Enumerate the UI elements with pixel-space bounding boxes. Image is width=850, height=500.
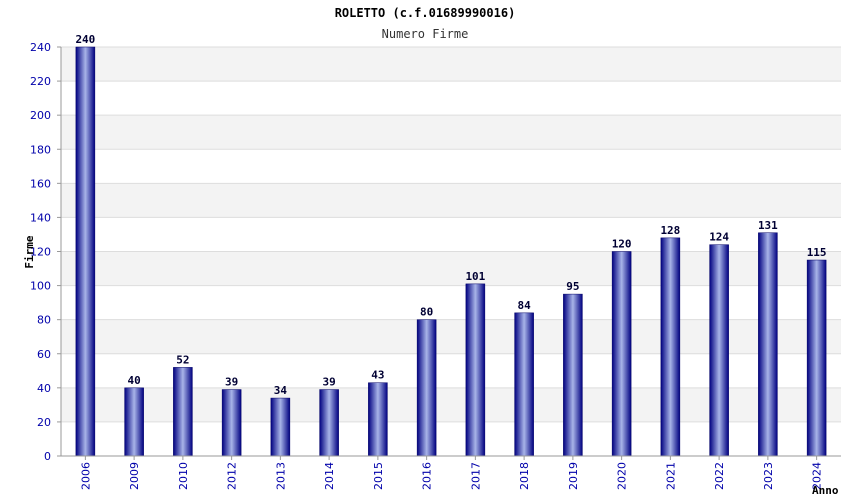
plot-band xyxy=(61,81,841,116)
value-label: 39 xyxy=(225,376,238,389)
value-label: 240 xyxy=(75,33,95,46)
bar xyxy=(758,232,778,457)
value-labels: 240 40 52 39 34 39 43 80 101 84 95 120 128 124 131 115 xyxy=(75,33,826,397)
value-label: 131 xyxy=(758,219,778,232)
value-label: 84 xyxy=(518,299,532,312)
bar xyxy=(124,387,144,457)
y-tick-label: 80 xyxy=(37,314,51,327)
bar xyxy=(660,237,681,457)
bar xyxy=(270,397,291,457)
value-label: 34 xyxy=(274,384,288,397)
y-tick-label: 0 xyxy=(44,450,51,463)
y-tick-label: 40 xyxy=(37,382,51,395)
x-tick-label: 2022 xyxy=(713,462,726,490)
bars xyxy=(75,46,827,457)
y-tick-label: 180 xyxy=(30,143,51,156)
plot-band xyxy=(61,47,841,82)
bar xyxy=(709,244,729,457)
x-tick-label: 2015 xyxy=(372,462,385,490)
plot-band xyxy=(61,115,841,150)
bar xyxy=(319,389,339,457)
value-label: 52 xyxy=(176,353,189,366)
value-label: 95 xyxy=(566,280,579,293)
y-tick-label: 160 xyxy=(30,177,51,190)
bar xyxy=(173,367,193,457)
plot-band xyxy=(61,149,841,184)
bar xyxy=(806,259,827,457)
x-tick-label: 2021 xyxy=(664,462,677,490)
bar xyxy=(563,293,583,457)
value-label: 115 xyxy=(807,246,827,259)
bar xyxy=(221,389,242,457)
chart-subtitle: Numero Firme xyxy=(382,27,469,41)
x-tick-label: 2006 xyxy=(79,462,92,490)
y-axis-ticks: 0 20 40 60 80 100 120 140 160 180 200 220 240 xyxy=(30,41,61,463)
x-tick-label: 2023 xyxy=(762,462,775,490)
x-tick-label: 2018 xyxy=(518,462,531,490)
x-tick-label: 2024 xyxy=(811,462,824,490)
x-tick-label: 2012 xyxy=(226,462,239,490)
x-tick-label: 2019 xyxy=(567,462,580,490)
y-tick-label: 140 xyxy=(30,211,51,224)
value-label: 101 xyxy=(465,270,485,283)
y-tick-label: 220 xyxy=(30,75,51,88)
bar xyxy=(465,283,486,457)
bar xyxy=(514,312,534,457)
axes xyxy=(60,47,841,457)
y-tick-label: 20 xyxy=(37,416,51,429)
bar xyxy=(368,382,388,457)
x-tick-label: 2014 xyxy=(323,462,336,490)
x-tick-label: 2010 xyxy=(177,462,190,490)
value-label: 80 xyxy=(420,306,433,319)
value-label: 43 xyxy=(371,369,384,382)
x-tick-label: 2013 xyxy=(274,462,287,490)
bar xyxy=(611,251,632,457)
x-tick-label: 2017 xyxy=(469,462,482,490)
y-tick-label: 200 xyxy=(30,109,51,122)
value-label: 124 xyxy=(709,231,729,244)
value-label: 128 xyxy=(660,224,680,237)
x-axis-ticks: 2006 2009 2010 2012 2013 2014 2015 2016 2017 2018… xyxy=(79,456,824,490)
x-tick-label: 2009 xyxy=(128,462,141,490)
value-label: 39 xyxy=(323,376,336,389)
y-tick-label: 60 xyxy=(37,348,51,361)
x-tick-label: 2020 xyxy=(616,462,629,490)
x-tick-label: 2016 xyxy=(421,462,434,490)
value-label: 120 xyxy=(612,238,632,251)
plot-band xyxy=(61,183,841,218)
bar xyxy=(75,46,96,457)
y-tick-label: 120 xyxy=(30,246,51,259)
y-axis-label: Firme xyxy=(23,235,36,268)
y-tick-label: 100 xyxy=(30,280,51,293)
value-label: 40 xyxy=(128,374,141,387)
chart-title: ROLETTO (c.f.01689990016) xyxy=(335,6,516,20)
y-tick-label: 240 xyxy=(30,41,51,54)
x-axis-label: Anno xyxy=(812,484,839,497)
bar xyxy=(416,319,437,457)
